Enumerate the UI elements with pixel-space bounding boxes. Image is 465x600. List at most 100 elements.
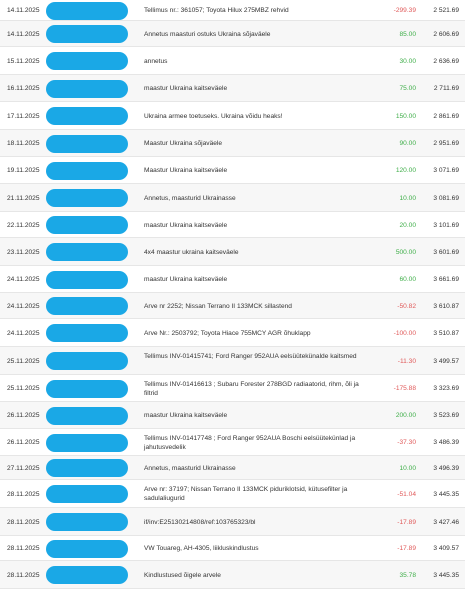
transaction-row[interactable]: 24.11.2025 Arve nr 2252; Nissan Terrano I… bbox=[0, 293, 465, 319]
redacted-counterparty bbox=[46, 162, 128, 180]
redacted-counterparty bbox=[46, 297, 128, 315]
transaction-description: Arve nr 2252; Nissan Terrano II 133MCK s… bbox=[144, 303, 292, 310]
transaction-date: 24.11.2025 bbox=[7, 330, 40, 337]
transaction-amount: 10.00 bbox=[399, 465, 416, 472]
transaction-date: 28.11.2025 bbox=[7, 519, 40, 526]
transaction-balance: 3 445.35 bbox=[433, 491, 459, 498]
transaction-row[interactable]: 26.11.2025 Tellimus INV-01417748 ; Ford R… bbox=[0, 429, 465, 456]
transaction-amount: -50.82 bbox=[397, 303, 416, 310]
transaction-row[interactable]: 15.11.2025 annetus 30.00 2 636.69 bbox=[0, 47, 465, 75]
transaction-date: 25.11.2025 bbox=[7, 358, 40, 365]
redacted-counterparty bbox=[46, 52, 128, 70]
transaction-description: Ukraina armee toetuseks. Ukraina võidu h… bbox=[144, 113, 283, 120]
transaction-amount: -37.30 bbox=[397, 439, 416, 446]
transaction-description: maastur Ukraina kaitseväele bbox=[144, 412, 228, 419]
redacted-counterparty bbox=[46, 380, 128, 398]
transaction-amount: -175.88 bbox=[393, 385, 416, 392]
transaction-balance: 3 101.69 bbox=[433, 222, 459, 229]
transaction-description: Annetus, maasturid Ukrainasse bbox=[144, 465, 236, 472]
transaction-row[interactable]: 14.11.2025 Tellimus nr.: 361057; Toyota H… bbox=[0, 0, 465, 21]
transaction-date: 14.11.2025 bbox=[7, 31, 40, 38]
transaction-amount: 90.00 bbox=[399, 140, 416, 147]
transaction-row[interactable]: 21.11.2025 Annetus, maasturid Ukrainasse 1… bbox=[0, 184, 465, 212]
transaction-date: 18.11.2025 bbox=[7, 140, 40, 147]
transaction-row[interactable]: 22.11.2025 maastur Ukraina kaitseväele 20.… bbox=[0, 212, 465, 238]
redacted-counterparty bbox=[46, 459, 128, 477]
redacted-counterparty bbox=[46, 135, 128, 153]
transaction-amount: 120.00 bbox=[395, 167, 416, 174]
transaction-row[interactable]: 28.11.2025 Arve nr: 37197; Nissan Terrano… bbox=[0, 480, 465, 508]
transaction-row[interactable]: 26.11.2025 maastur Ukraina kaitseväele 200… bbox=[0, 402, 465, 429]
transaction-description: Tellimus INV-01417748 ; Ford Ranger 952A… bbox=[144, 435, 356, 451]
transaction-row[interactable]: 27.11.2025 Annetus, maasturid Ukrainasse 1… bbox=[0, 456, 465, 480]
transaction-date: 26.11.2025 bbox=[7, 439, 40, 446]
redacted-counterparty bbox=[46, 434, 128, 452]
transaction-description: maastur Ukraina kaitseväele bbox=[144, 276, 228, 283]
transaction-description: maastur Ukraina kaitseväele bbox=[144, 222, 228, 229]
transaction-balance: 3 523.69 bbox=[433, 412, 459, 419]
redacted-counterparty bbox=[46, 107, 128, 125]
transaction-balance: 3 496.39 bbox=[433, 465, 459, 472]
transaction-row[interactable]: 14.11.2025 Annetus maasturi ostuks Ukrain… bbox=[0, 21, 465, 47]
redacted-counterparty bbox=[46, 485, 128, 503]
transaction-date: 16.11.2025 bbox=[7, 85, 40, 92]
transaction-date: 24.11.2025 bbox=[7, 276, 40, 283]
transaction-balance: 3 661.69 bbox=[433, 276, 459, 283]
transaction-description: Tellimus INV-01415741; Ford Ranger 952AU… bbox=[144, 353, 357, 360]
transaction-amount: -100.00 bbox=[393, 330, 416, 337]
redacted-counterparty bbox=[46, 243, 128, 261]
transaction-row[interactable]: 24.11.2025 maastur Ukraina kaitseväele 60.… bbox=[0, 266, 465, 293]
transaction-balance: 3 081.69 bbox=[433, 195, 459, 202]
transaction-amount: 20.00 bbox=[399, 222, 416, 229]
transaction-row[interactable]: 24.11.2025 Arve Nr.: 2503792; Toyota Hiac… bbox=[0, 319, 465, 347]
transaction-row[interactable]: 17.11.2025 Ukraina armee toetuseks. Ukrai… bbox=[0, 102, 465, 130]
transaction-date: 21.11.2025 bbox=[7, 195, 40, 202]
redacted-counterparty bbox=[46, 80, 128, 98]
transaction-description: maastur Ukraina kaitseväele bbox=[144, 85, 228, 92]
transaction-description: Annetus, maasturid Ukrainasse bbox=[144, 195, 236, 202]
transaction-row[interactable]: 25.11.2025 Tellimus INV-01415741; Ford Ra… bbox=[0, 347, 465, 375]
transaction-row[interactable]: 23.11.2025 4x4 maastur ukraina kaitseväel… bbox=[0, 238, 465, 266]
transaction-date: 28.11.2025 bbox=[7, 572, 40, 579]
transaction-amount: 30.00 bbox=[399, 58, 416, 65]
transaction-description: 4x4 maastur ukraina kaitseväele bbox=[144, 249, 239, 256]
transaction-balance: 3 499.57 bbox=[433, 358, 459, 365]
transaction-description: annetus bbox=[144, 58, 168, 65]
transaction-balance: 2 951.69 bbox=[433, 140, 459, 147]
transaction-date: 26.11.2025 bbox=[7, 412, 40, 419]
transaction-balance: 3 610.87 bbox=[433, 303, 459, 310]
transaction-row[interactable]: 16.11.2025 maastur Ukraina kaitseväele 75.… bbox=[0, 75, 465, 102]
transaction-balance: 2 861.69 bbox=[433, 113, 459, 120]
transaction-description: Arve nr: 37197; Nissan Terrano II 133MCK… bbox=[144, 486, 348, 502]
transaction-amount: -11.30 bbox=[397, 358, 416, 365]
transaction-description: Kindlustused õigele arvele bbox=[144, 572, 221, 579]
transaction-amount: 10.00 bbox=[399, 195, 416, 202]
transaction-balance: 3 409.57 bbox=[433, 545, 459, 552]
transaction-balance: 3 601.69 bbox=[433, 249, 459, 256]
transaction-row[interactable]: 18.11.2025 Maastur Ukraina sõjaväele 90.00… bbox=[0, 130, 465, 157]
transaction-balance: 3 323.69 bbox=[433, 385, 459, 392]
transaction-description: Tellimus INV-01416613 ; Subaru Forester … bbox=[144, 381, 359, 397]
transaction-description: Maastur Ukraina sõjaväele bbox=[144, 140, 223, 147]
transaction-balance: 2 711.69 bbox=[433, 85, 459, 92]
transaction-balance: 2 636.69 bbox=[433, 58, 459, 65]
transaction-row[interactable]: 28.11.2025 if/inv:E25130214808/ref:103765… bbox=[0, 508, 465, 536]
transaction-amount: 200.00 bbox=[395, 412, 416, 419]
redacted-counterparty bbox=[46, 216, 128, 234]
transaction-amount: 35.78 bbox=[399, 572, 416, 579]
transaction-balance: 3 486.39 bbox=[433, 439, 459, 446]
redacted-counterparty bbox=[46, 540, 128, 558]
transaction-row[interactable]: 19.11.2025 Maastur Ukraina kaitseväele 120… bbox=[0, 157, 465, 184]
transaction-date: 28.11.2025 bbox=[7, 491, 40, 498]
redacted-counterparty bbox=[46, 566, 128, 584]
transaction-amount: 85.00 bbox=[399, 31, 416, 38]
redacted-counterparty bbox=[46, 2, 128, 20]
transaction-date: 27.11.2025 bbox=[7, 465, 40, 472]
transaction-row[interactable]: 28.11.2025 Kindlustused õigele arvele 35.7… bbox=[0, 561, 465, 589]
transaction-row[interactable]: 25.11.2025 Tellimus INV-01416613 ; Subaru… bbox=[0, 375, 465, 402]
transaction-amount: -17.89 bbox=[397, 519, 416, 526]
transaction-description: VW Touareg, AH-4305, liikluskindlustus bbox=[144, 545, 259, 552]
transaction-amount: 60.00 bbox=[399, 276, 416, 283]
transaction-row[interactable]: 28.11.2025 VW Touareg, AH-4305, liikluski… bbox=[0, 536, 465, 561]
